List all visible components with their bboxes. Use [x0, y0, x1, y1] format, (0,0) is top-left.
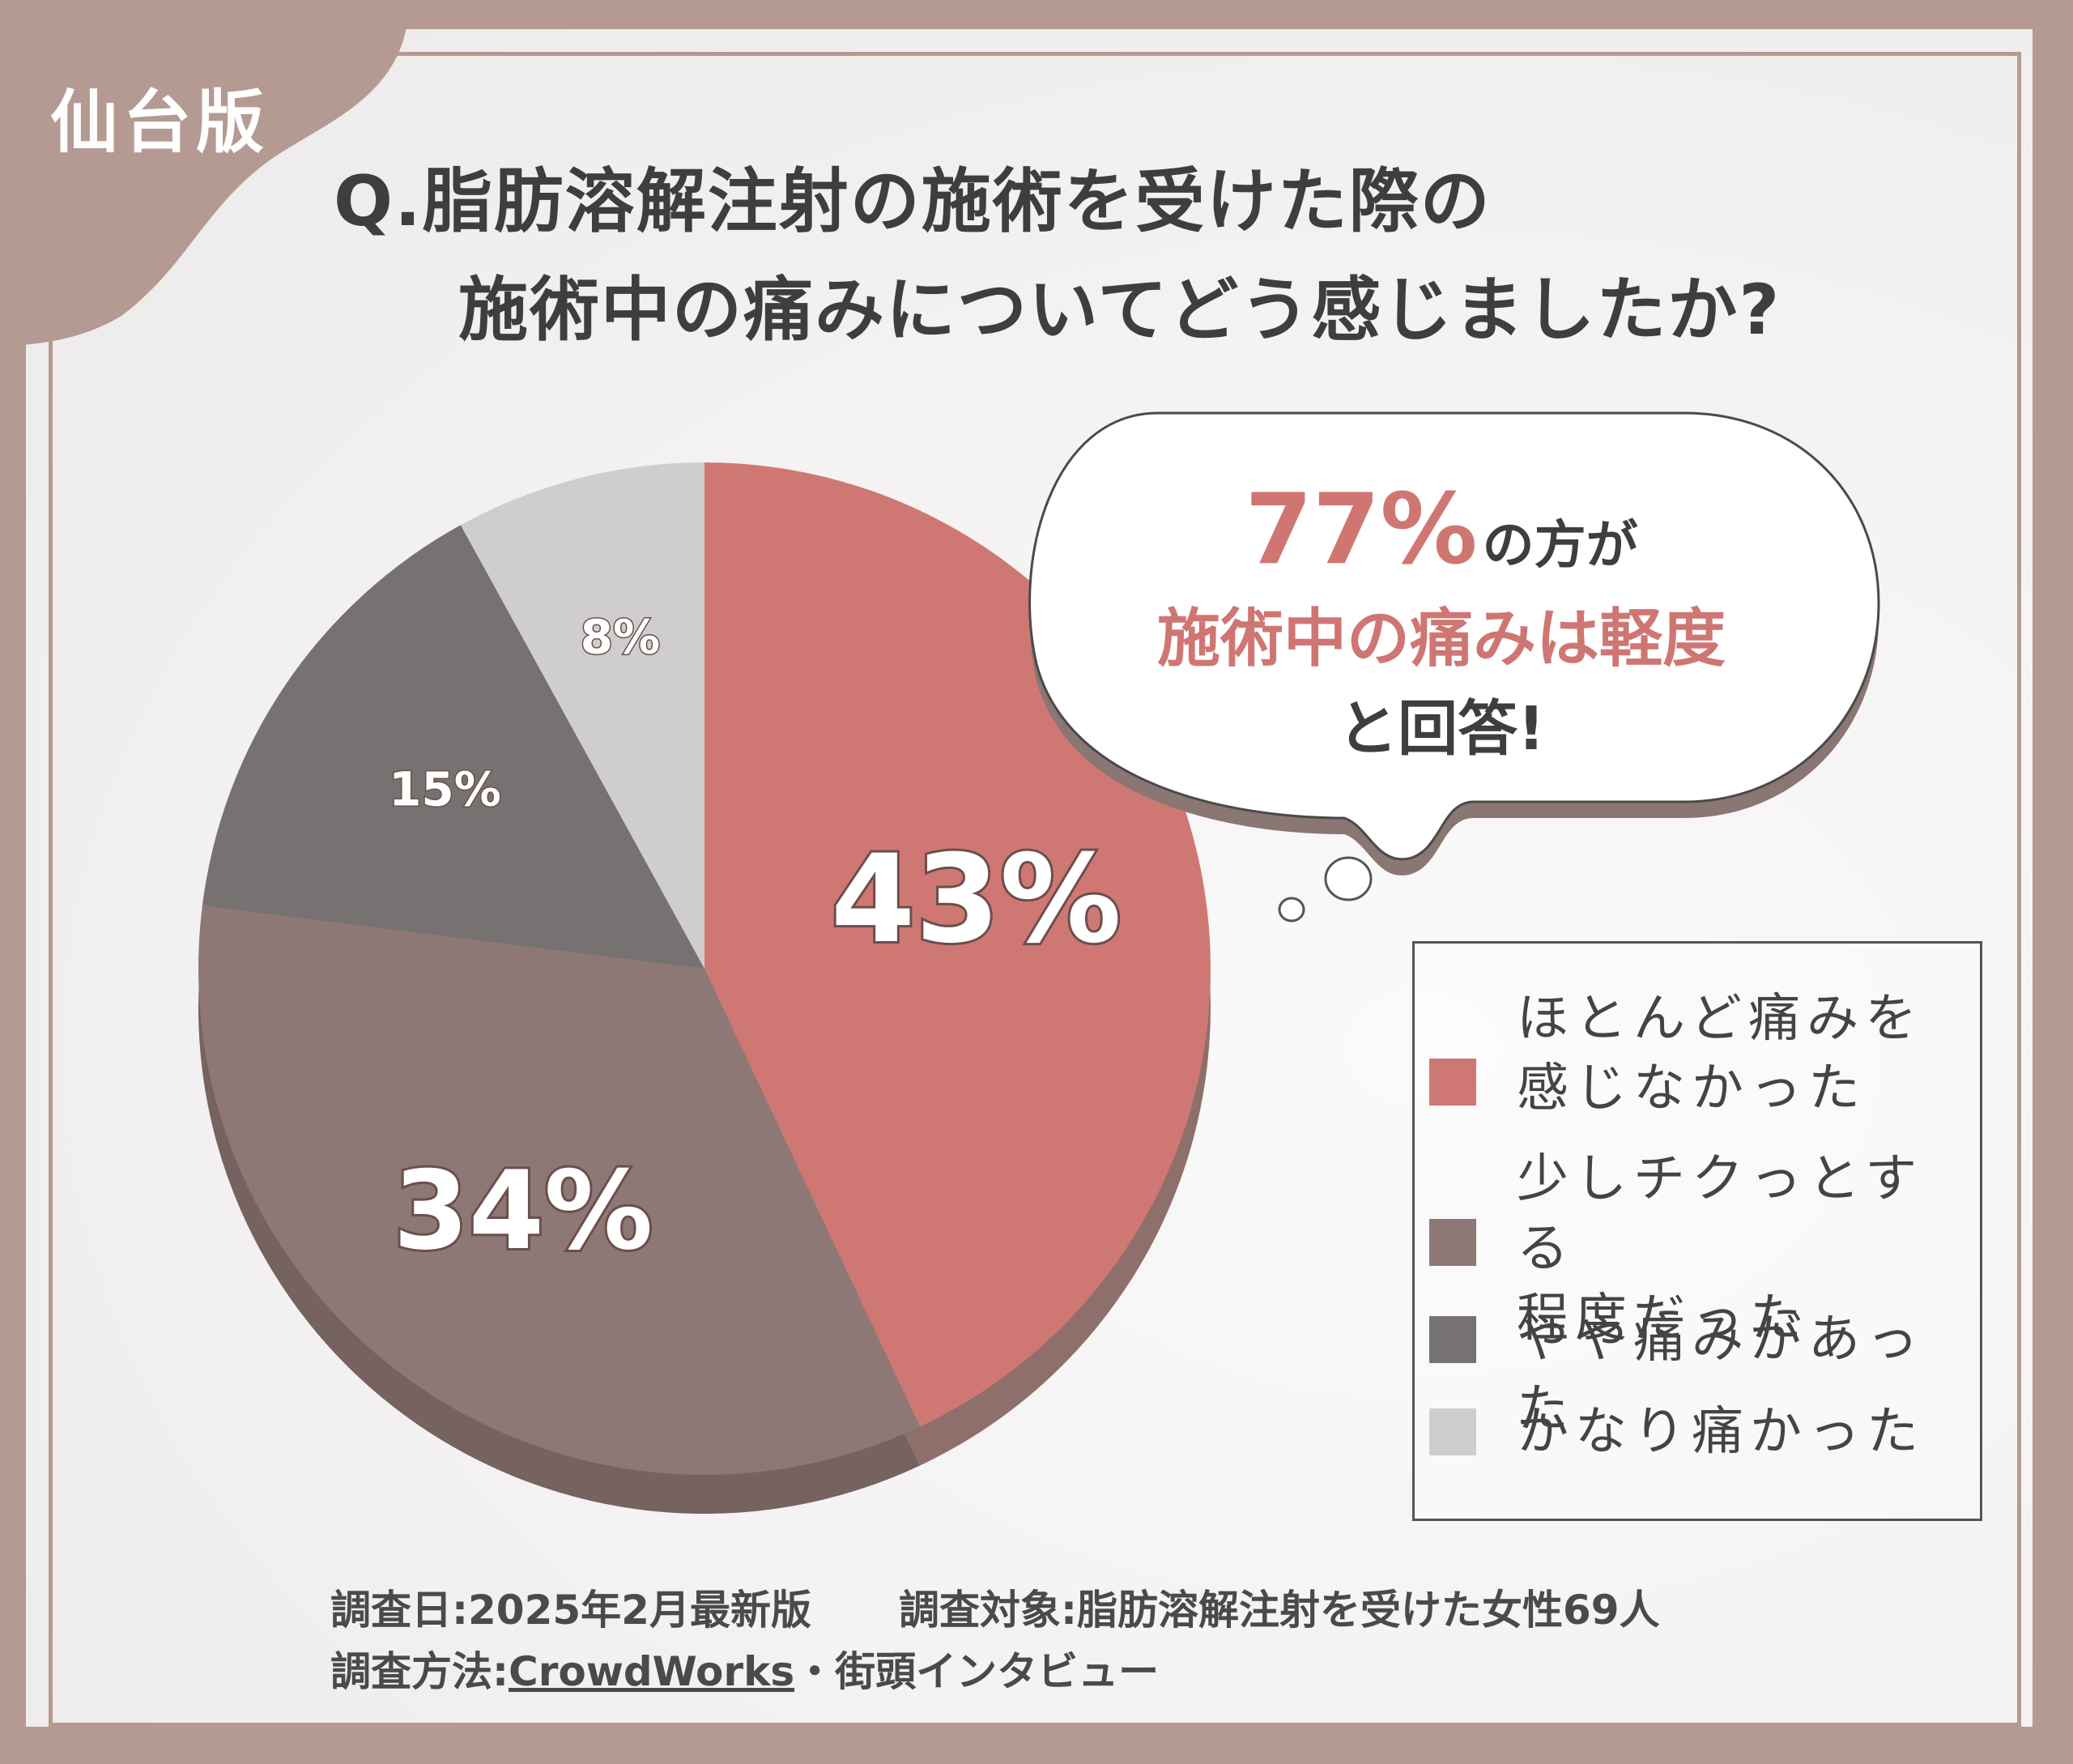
slice-severe-label: 8% [581, 610, 660, 665]
legend-swatch [1429, 1219, 1476, 1266]
slice-severe [460, 462, 704, 969]
slice-some [202, 525, 704, 969]
region-badge: 仙台版 [50, 83, 270, 162]
callout-percent: 77% [1245, 474, 1478, 586]
legend-swatch [1429, 1059, 1476, 1106]
thought-bubble [1028, 411, 1880, 922]
legend-label: 少しチクっとする 程度だった [1517, 1149, 1924, 1349]
corner-tab [0, 0, 409, 347]
survey-subject: 調査対象:脂肪溶解注射を受けた女性69人 [899, 1587, 1660, 1634]
legend-label: ほとんど痛みを 感じなかった [1517, 989, 1924, 1118]
callout-percent-line: 77%の方が [1004, 474, 1879, 586]
question-line-1: Q.脂肪溶解注射の施術を受けた際の [334, 161, 1492, 242]
slice-slight-label: 34% [394, 1148, 653, 1274]
legend-swatch [1429, 1408, 1476, 1455]
pie-labels: 43% 34% 15% 8% [388, 608, 1124, 1276]
callout-tail: と回答! [1338, 694, 1545, 764]
callout-suffix: の方が [1482, 516, 1638, 576]
slice-none-label: 43% [831, 829, 1122, 970]
survey-method-source-link[interactable]: CrowdWorks [509, 1648, 795, 1695]
legend-swatch [1429, 1316, 1476, 1363]
survey-date: 調査日:2025年2月最新版 [330, 1587, 811, 1634]
slice-some-label: 15% [389, 761, 501, 816]
slice-slight [198, 905, 921, 1475]
survey-method-rest: ・街頭インタビュー [794, 1648, 1160, 1695]
legend-label: やや痛みがあった [1517, 1310, 1925, 1439]
survey-method-label: 調査方法: [330, 1648, 509, 1695]
callout-highlight: 施術中の痛みは軽度 [1156, 603, 1726, 675]
survey-method: 調査方法:CrowdWorks・街頭インタビュー [330, 1639, 1159, 1698]
chart-legend: ほとんど痛みを 感じなかった 少しチクっとする 程度だった やや痛みがあった か… [1412, 941, 1982, 1521]
question-line-2: 施術中の痛みについてどう感じましたか? [458, 270, 1781, 351]
legend-label: かなり痛かった [1517, 1402, 1925, 1462]
